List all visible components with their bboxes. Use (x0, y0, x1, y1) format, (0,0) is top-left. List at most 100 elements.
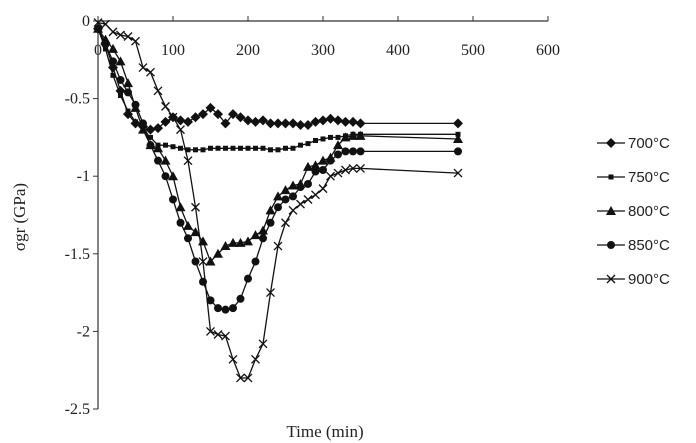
data-point (281, 195, 290, 204)
data-point (145, 124, 156, 135)
data-point (335, 134, 341, 140)
legend-label: 750°C (628, 169, 670, 186)
y-axis-title: σgr (GPa) (10, 183, 29, 251)
data-point (288, 205, 298, 215)
data-point (333, 115, 343, 126)
legend-marker (606, 206, 616, 215)
data-point (183, 156, 193, 166)
data-point (268, 147, 273, 153)
data-point (259, 234, 267, 243)
data-point (176, 218, 185, 227)
legend-marker (606, 138, 616, 148)
series-x (93, 18, 463, 383)
data-point (220, 118, 231, 129)
data-point (193, 147, 198, 153)
data-point (296, 199, 305, 209)
data-point (274, 203, 282, 212)
data-point (341, 147, 350, 156)
data-point (93, 18, 103, 28)
data-point (275, 147, 281, 153)
data-point (160, 116, 171, 127)
x-tick-label: 600 (536, 42, 560, 59)
legend-marker (606, 274, 616, 284)
data-point (133, 119, 138, 125)
data-point (296, 183, 305, 192)
data-point (326, 171, 335, 181)
data-point (318, 115, 328, 126)
data-point (235, 237, 246, 247)
data-point (200, 147, 206, 153)
data-point (265, 118, 276, 129)
data-point (273, 241, 283, 251)
y-tick-label: -0.5 (65, 91, 90, 108)
data-point (169, 195, 177, 204)
data-point (228, 109, 238, 120)
data-point (213, 330, 223, 339)
data-point (356, 163, 365, 173)
data-point (281, 218, 290, 228)
data-point (161, 172, 170, 181)
y-tick-label: -2.5 (65, 401, 90, 418)
data-point (355, 118, 366, 129)
data-point (101, 19, 110, 29)
y-tick-label: 0 (82, 13, 90, 30)
legend-item: 700°C (597, 135, 670, 152)
data-point (318, 184, 328, 194)
legend-item: 750°C (597, 169, 670, 186)
data-point (184, 234, 192, 243)
data-point (109, 57, 117, 66)
data-point (138, 63, 148, 73)
data-point (243, 236, 253, 246)
data-point (125, 108, 131, 114)
data-point (221, 331, 230, 341)
data-point (340, 116, 351, 127)
data-point (191, 257, 200, 266)
data-point (266, 288, 275, 298)
x-tick-label: 400 (386, 42, 410, 59)
y-tick-label: -1.5 (65, 246, 90, 263)
data-point (349, 147, 357, 156)
data-point (453, 133, 463, 143)
data-point (206, 326, 215, 336)
data-point (178, 145, 183, 151)
data-point (160, 155, 171, 165)
data-point (191, 202, 200, 212)
x-tick-label: 200 (236, 42, 260, 59)
data-point (131, 36, 140, 46)
data-point (260, 145, 266, 151)
data-point (320, 136, 326, 142)
data-point (236, 373, 245, 383)
data-point (303, 195, 313, 204)
data-point (118, 92, 123, 98)
data-point (131, 100, 140, 109)
data-point (198, 257, 208, 267)
data-point (251, 257, 260, 266)
data-point (176, 125, 185, 135)
data-point (333, 168, 343, 178)
data-point (139, 119, 147, 128)
data-point (238, 145, 243, 151)
x-tick-label: 300 (311, 42, 335, 59)
data-point (348, 163, 358, 173)
data-point (453, 168, 463, 178)
data-point (153, 143, 163, 153)
data-point (310, 116, 321, 127)
data-point (103, 46, 108, 52)
data-point (318, 155, 328, 165)
data-point (283, 145, 288, 151)
data-point (245, 145, 251, 151)
series-diamond (93, 23, 463, 135)
series-circle (94, 24, 462, 314)
data-point (253, 145, 258, 151)
data-point (146, 67, 155, 77)
data-point (214, 304, 222, 313)
data-point (454, 147, 462, 156)
legend-label: 850°C (628, 237, 670, 254)
data-point (213, 109, 223, 120)
data-point (221, 305, 230, 314)
data-point (168, 112, 178, 122)
data-point (311, 167, 320, 176)
data-point (355, 130, 366, 140)
data-point (305, 141, 311, 147)
